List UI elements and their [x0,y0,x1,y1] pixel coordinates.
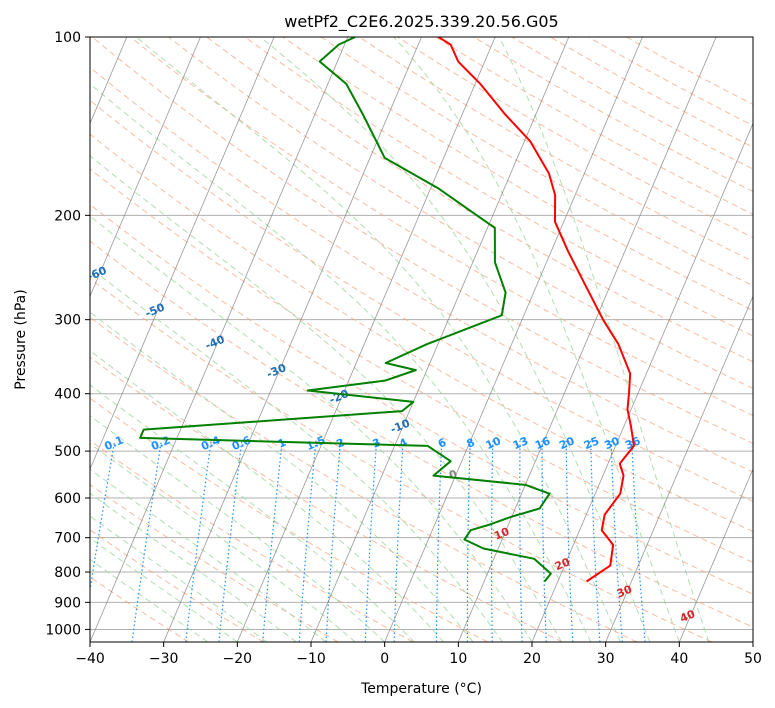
mixing-ratio-line [90,440,116,594]
sounding-profiles [139,37,635,583]
y-tick-label: 700 [54,531,81,547]
dry-adiabat-line [206,37,753,363]
moist-adiabat-line [90,267,503,642]
moist-adiabat-line [90,215,533,642]
x-tick-label: 50 [744,651,762,667]
moist-adiabat-line [260,37,651,642]
moist-adiabat-line [90,558,209,642]
mixing-ratio-label: 25 [582,434,601,452]
isotherm-line [90,37,349,642]
dry-adiabat-line [91,37,753,445]
dry-adiabat-line [90,356,563,642]
x-tick-label: 40 [670,651,688,667]
dry-adiabat-line [90,316,638,642]
dry-adiabat-line [90,203,753,595]
dry-adiabat-line [90,66,753,473]
dry-adiabat-line [90,440,414,642]
dry-adiabat-line [130,37,753,417]
x-tick-label: −10 [296,651,326,667]
mixing-ratio-label: 13 [511,434,530,452]
mixing-ratio-line [631,440,646,642]
mixing-ratio-line [262,440,283,642]
y-tick-label: 900 [54,595,81,611]
mixing-ratio-line [131,440,162,642]
isotherm-line [531,122,753,642]
isotherm-line [236,37,496,642]
moist-adiabat-line [90,155,562,642]
mixing-ratio-line [610,440,623,642]
y-tick-label: 100 [54,30,81,46]
mixing-ratio-label: 10 [484,434,503,452]
y-tick-label: 400 [54,387,81,403]
x-tick-label: 10 [449,651,467,667]
y-tick-label: 300 [54,313,81,329]
moist-adiabat-line [498,37,710,642]
isotherm-label: 20 [553,555,572,573]
isotherm-label: 30 [615,582,634,600]
y-tick-label: 500 [54,444,81,460]
dry-adiabat-line [90,168,753,563]
mixing-ratio-line [590,440,601,642]
x-tick-label: 0 [380,651,389,667]
isotherm-line [90,37,201,298]
isotherm-label: 10 [492,525,511,543]
y-tick-label: 600 [54,491,81,507]
mixing-ratio-label: 20 [557,434,576,452]
x-axis-title: Temperature (°C) [360,681,482,697]
mixing-ratio-line [565,440,574,642]
dry-adiabat-line [90,240,753,628]
background-lines [90,37,753,642]
moist-adiabat-line [90,515,268,642]
moist-adiabat-line [135,37,621,642]
x-tick-label: 30 [597,651,615,667]
temperature-profile-line [437,37,635,583]
x-tick-label: −30 [149,651,179,667]
dry-adiabat-line [168,37,753,389]
isotherm-line [90,37,275,471]
moist-adiabat-line [90,492,297,642]
plot-frame [89,36,754,643]
moist-adiabat-line [90,350,444,642]
isotherm-line [384,37,643,642]
mixing-ratio-line [325,440,342,642]
dewpoint-profile-line [139,37,552,583]
dry-adiabat-line [90,133,753,533]
isotherm-line [163,37,422,642]
y-tick-label: 800 [54,565,81,581]
moist-adiabat-line [90,468,327,642]
isotherm-line [457,37,717,642]
isotherm-line [605,295,753,642]
mixing-ratio-line [298,440,317,642]
moist-adiabat-line [90,537,238,642]
y-axis-title: Pressure (hPa) [13,289,29,389]
mixing-ratio-line [519,440,523,642]
mixing-ratio-line [364,440,378,642]
mixing-ratio-line [185,440,212,642]
moist-adiabat-line [90,311,474,642]
isotherm-line [678,468,753,642]
moist-adiabat-line [393,37,680,642]
chart-title: wetPf2_C2E6.2025.339.20.56.G05 [284,12,558,32]
axes: −40 −30 −20 −10 0 10 20 30 40 50 100 200 300 400 500 60… [45,30,762,667]
mixing-ratio-line [490,440,494,642]
y-tick-label: 200 [54,208,81,224]
x-tick-label: −20 [223,651,253,667]
y-tick-label: 1000 [45,622,81,638]
mixing-ratio-label: 30 [602,434,621,452]
mixing-ratio-line [466,440,471,642]
isotherm-label: 40 [678,607,697,625]
x-tick-label: −40 [75,651,105,667]
mixing-ratio-line [541,440,547,642]
mixing-ratio-label: 16 [533,434,552,452]
dry-adiabat-line [90,483,339,642]
x-tick-label: 20 [523,651,541,667]
mixing-ratio-line [218,440,243,642]
moist-adiabat-line [90,415,386,642]
mixing-ratio-line [435,440,443,642]
